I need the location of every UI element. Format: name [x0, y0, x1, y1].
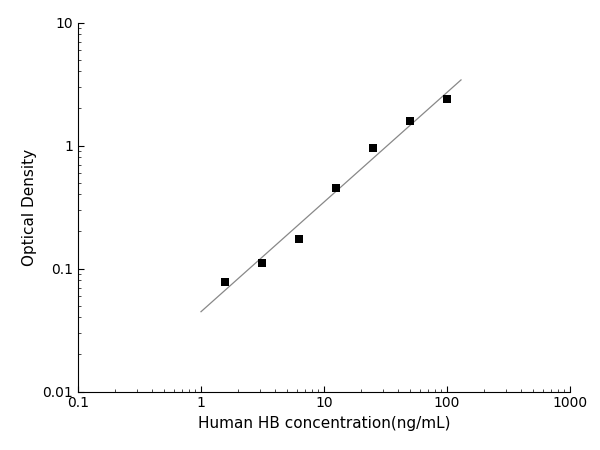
- Y-axis label: Optical Density: Optical Density: [22, 148, 37, 266]
- Point: [294, 235, 304, 242]
- Point: [405, 117, 415, 125]
- Point: [331, 184, 341, 192]
- Point: [257, 260, 266, 267]
- Point: [442, 95, 452, 102]
- Point: [368, 144, 378, 152]
- Point: [220, 278, 230, 285]
- X-axis label: Human HB concentration(ng/mL): Human HB concentration(ng/mL): [198, 416, 450, 431]
